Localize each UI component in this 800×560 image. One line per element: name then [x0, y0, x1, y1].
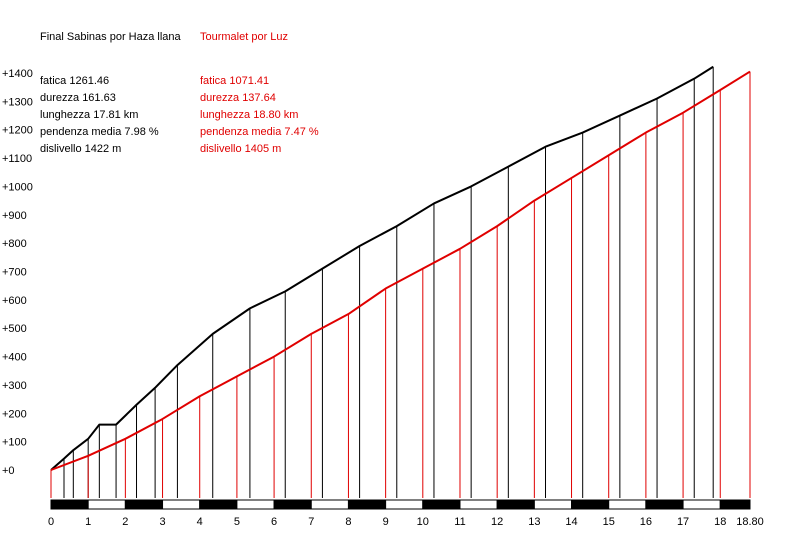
km-segment: [608, 499, 647, 510]
x-tick-label: 2: [122, 516, 128, 528]
x-tick-label: 8: [345, 516, 351, 528]
x-tick-label: 5: [234, 516, 240, 528]
x-tick-label: 4: [197, 516, 203, 528]
km-segment: [645, 499, 684, 510]
stat-fatica: fatica 1261.46: [40, 75, 110, 87]
km-segment: [682, 499, 721, 510]
km-segment: [496, 499, 535, 510]
x-tick-label: 13: [528, 516, 540, 528]
km-segment: [162, 499, 201, 510]
km-segment: [124, 499, 164, 510]
x-tick-label: 0: [48, 516, 54, 528]
series-2: [50, 70, 751, 498]
km-segment: [199, 499, 238, 510]
y-tick-label: +200: [2, 408, 27, 420]
km-segment: [571, 499, 610, 510]
km-scale-bar: [50, 499, 751, 510]
x-tick-label: 3: [159, 516, 165, 528]
y-axis: +0 +100 +200 +300 +400 +500 +600 +700 +800 +900 +1…: [2, 68, 33, 477]
x-tick-label: 9: [383, 516, 389, 528]
y-tick-label: +1000: [2, 181, 33, 193]
km-segment: [310, 499, 349, 510]
km-segment: [533, 499, 573, 510]
y-tick-label: +1300: [2, 96, 33, 108]
y-tick-label: +0: [2, 465, 15, 477]
stat-pendenza: pendenza media 7.47 %: [200, 126, 319, 138]
stat-lunghezza: lunghezza 17.81 km: [40, 109, 139, 121]
y-tick-label: +700: [2, 267, 27, 279]
y-tick-label: +1200: [2, 125, 33, 137]
series-layer: [50, 65, 751, 498]
y-tick-label: +900: [2, 210, 27, 222]
x-axis: 0 1 2 3 4 5 6 7 8 9 10 11 12 13 14 15 16 17 18 18.80: [48, 516, 764, 528]
stat-durezza: durezza 137.64: [200, 92, 276, 104]
series-1: [50, 65, 714, 498]
x-tick-label: 16: [640, 516, 652, 528]
stat-dislivello: dislivello 1422 m: [40, 143, 122, 155]
x-tick-label: 15: [603, 516, 615, 528]
x-tick-label: 1: [85, 516, 91, 528]
km-segment: [385, 499, 424, 510]
stat-fatica: fatica 1071.41: [200, 75, 270, 87]
series-line: [50, 70, 751, 471]
x-tick-label: 11: [454, 516, 465, 528]
stat-dislivello: dislivello 1405 m: [200, 143, 282, 155]
stat-lunghezza: lunghezza 18.80 km: [200, 109, 299, 121]
x-tick-label: 18: [714, 516, 726, 528]
x-tick-label: 10: [417, 516, 429, 528]
stat-durezza: durezza 161.63: [40, 92, 116, 104]
y-tick-label: +300: [2, 380, 27, 392]
series-line: [50, 65, 714, 471]
y-tick-label: +1100: [2, 153, 32, 165]
km-segment: [50, 499, 89, 510]
km-segment: [459, 499, 498, 510]
km-segment: [347, 499, 387, 510]
y-tick-label: +800: [2, 238, 27, 250]
x-tick-label: 18.80: [736, 516, 764, 528]
y-tick-label: +500: [2, 323, 27, 335]
km-segment: [719, 499, 751, 510]
legend-title-series-2: Tourmalet por Luz: [200, 31, 289, 43]
km-segment: [273, 499, 312, 510]
x-tick-label: 7: [308, 516, 314, 528]
stat-pendenza: pendenza media 7.98 %: [40, 126, 159, 138]
km-segment: [422, 499, 461, 510]
legend-title-series-1: Final Sabinas por Haza llana: [40, 31, 181, 43]
x-tick-label: 17: [677, 516, 689, 528]
y-tick-label: +600: [2, 295, 27, 307]
stats-series-2: fatica 1071.41 durezza 137.64 lunghezza …: [200, 73, 319, 158]
x-tick-label: 14: [565, 516, 577, 528]
y-tick-label: +100: [2, 437, 27, 449]
x-tick-label: 6: [271, 516, 277, 528]
stats-series-1: fatica 1261.46 durezza 161.63 lunghezza …: [40, 73, 159, 158]
y-tick-label: +1400: [2, 68, 33, 80]
km-segment: [87, 499, 126, 510]
y-tick-label: +400: [2, 352, 27, 364]
x-tick-label: 12: [491, 516, 503, 528]
km-segment: [236, 499, 275, 510]
